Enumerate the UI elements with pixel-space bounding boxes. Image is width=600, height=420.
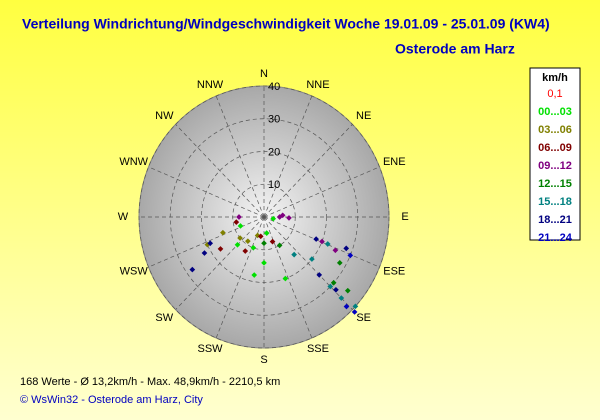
direction-label: SW (155, 312, 173, 324)
direction-label: WNW (119, 156, 148, 168)
point (270, 215, 277, 222)
direction-label: WSW (120, 266, 149, 278)
r-tick-label: 10 (268, 179, 280, 191)
spoke (215, 216, 265, 339)
direction-label: NE (356, 110, 371, 122)
point (352, 303, 359, 310)
legend-entry: 09...12 (538, 160, 572, 172)
grid-ring (138, 85, 390, 349)
direction-label: ESE (383, 266, 405, 278)
point (189, 266, 196, 273)
point (242, 248, 249, 254)
point (333, 286, 339, 293)
direction-label: W (118, 211, 129, 223)
point (344, 287, 351, 294)
legend-entry: 06...09 (538, 142, 572, 154)
point (237, 235, 243, 241)
point (330, 279, 337, 286)
point (263, 230, 270, 236)
point (257, 233, 264, 240)
spoke (175, 124, 265, 218)
point (343, 303, 350, 310)
direction-label: E (401, 211, 408, 223)
direction-label: N (260, 68, 268, 80)
legend-title: km/h (542, 72, 568, 84)
point (324, 241, 331, 247)
point (276, 242, 283, 249)
point (309, 256, 315, 262)
point (343, 245, 350, 252)
direction-label: NNE (306, 79, 329, 91)
legend-entry: 15...18 (538, 196, 572, 208)
direction-label: S (260, 354, 267, 366)
point (313, 236, 319, 242)
grid-ring (169, 118, 359, 316)
point (233, 219, 240, 225)
point (319, 238, 325, 245)
direction-label: NNW (197, 79, 224, 91)
legend-entry: 12...15 (538, 178, 572, 190)
point (347, 252, 354, 259)
point (279, 212, 286, 219)
legend-entry: 00...03 (538, 106, 572, 118)
r-tick-label: 30 (268, 114, 280, 126)
legend-entry: 21...24 (538, 232, 573, 244)
point (261, 240, 267, 247)
r-tick-label: 40 (268, 81, 280, 93)
point (207, 240, 214, 247)
point (236, 214, 242, 220)
direction-label: SSE (307, 343, 329, 355)
legend-entry: 03...06 (538, 124, 572, 136)
point (269, 238, 276, 245)
legend-box (529, 67, 581, 241)
point (220, 229, 226, 236)
r-tick-label: 20 (268, 146, 280, 158)
point (251, 272, 258, 278)
point (327, 283, 334, 290)
direction-label: SSW (198, 343, 224, 355)
point (336, 260, 343, 266)
direction-label: ENE (383, 156, 406, 168)
spoke (263, 216, 313, 339)
point (286, 215, 292, 221)
chart-subtitle: Osterode am Harz (395, 41, 515, 57)
point (332, 247, 339, 254)
point (261, 260, 267, 266)
point (234, 241, 241, 248)
direction-label: NW (155, 110, 174, 122)
grid-ring (232, 183, 296, 251)
chart-title: Verteilung Windrichtung/Windgeschwindigk… (22, 16, 550, 32)
point (282, 275, 289, 282)
point (291, 251, 297, 258)
point (316, 272, 323, 278)
point (245, 238, 251, 244)
point (338, 295, 345, 301)
direction-label: SE (356, 312, 371, 324)
legend-entry: 0,1 (547, 88, 562, 100)
point (351, 309, 358, 315)
grid-ring (201, 151, 327, 283)
footer: 168 Werte - Ø 13,2km/h - Max. 48,9km/h -… (20, 376, 280, 388)
legend-entry: 18...21 (538, 214, 572, 226)
point (237, 223, 244, 229)
point (217, 246, 224, 252)
credit: © WsWin32 - Osterode am Harz, City (20, 394, 203, 406)
point (201, 250, 208, 256)
point (250, 244, 257, 251)
